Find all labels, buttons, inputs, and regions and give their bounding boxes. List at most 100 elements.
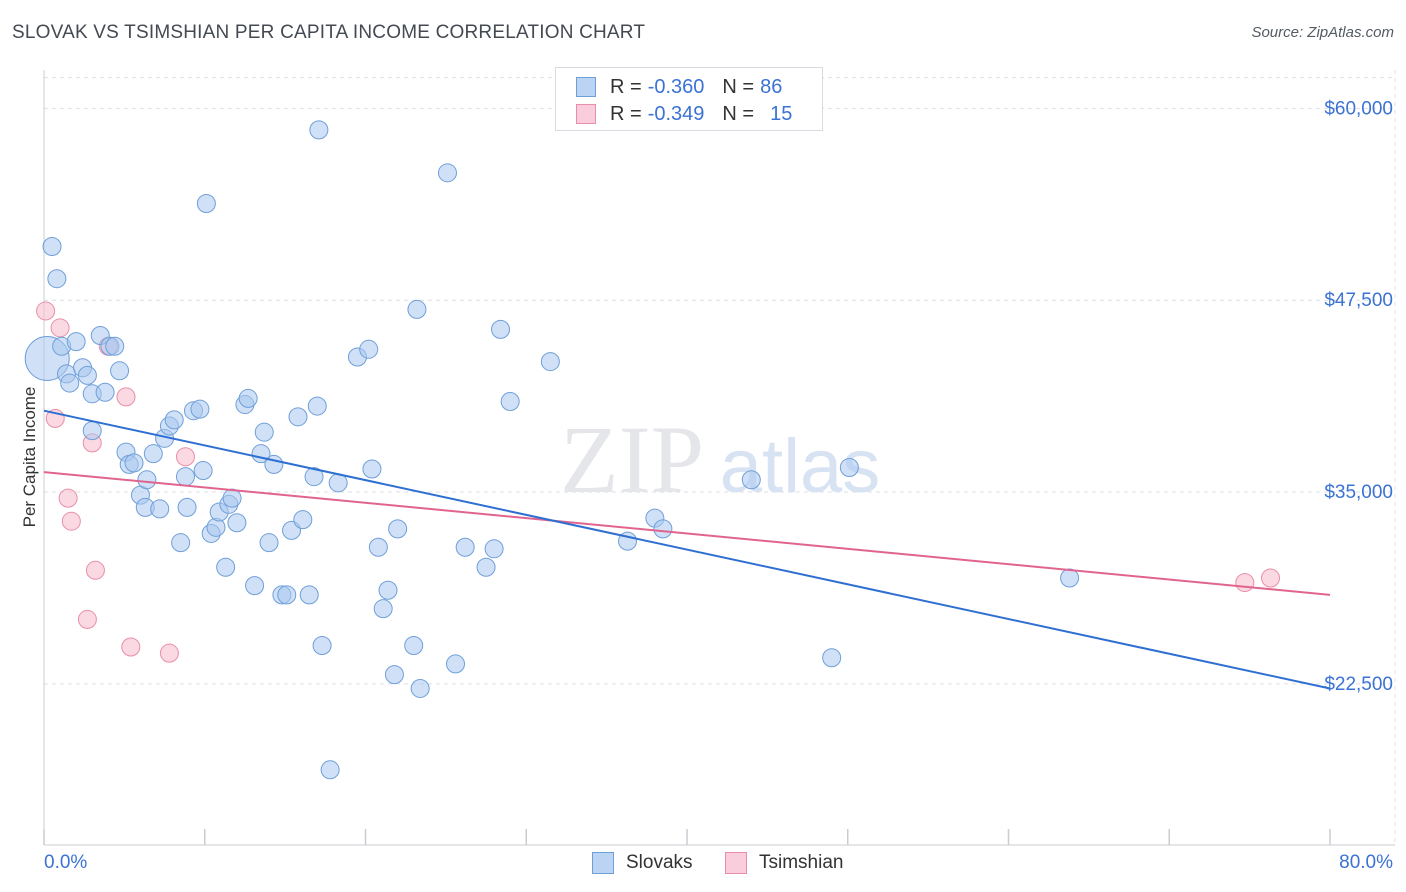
tsimshian-swatch [576, 104, 596, 124]
slovak-point [320, 760, 340, 780]
legend-item-tsimshian[interactable]: Tsimshian [725, 852, 843, 874]
slovak-point [653, 519, 673, 539]
y-tick-label: $35,000 [1324, 482, 1393, 503]
slovak-point [164, 410, 184, 430]
chart-title: SLOVAK VS TSIMSHIAN PER CAPITA INCOME CO… [12, 22, 646, 43]
slovak-point [540, 352, 560, 372]
n-label: N = [722, 102, 755, 125]
slovak-point [384, 665, 404, 685]
slovak-point [500, 391, 520, 411]
slovaks-swatch [576, 77, 596, 97]
slovak-point [177, 497, 197, 517]
y-tick-label: $22,500 [1324, 674, 1393, 695]
slovak-point [312, 635, 332, 655]
tsimshian-legend-label: Tsimshian [759, 852, 844, 873]
x-tick-label-min: 0.0% [44, 852, 87, 873]
slovak-point [476, 557, 496, 577]
slovak-point [455, 537, 475, 557]
slovak-point [378, 580, 398, 600]
slovak-point [822, 648, 842, 668]
slovak-point [839, 457, 859, 477]
slovak-point [368, 537, 388, 557]
y-tick-label: $47,500 [1324, 290, 1393, 311]
tsimshian-point [36, 301, 56, 321]
slovak-point [299, 585, 319, 605]
slovak-point [373, 599, 393, 619]
tsimshian-point [58, 488, 78, 508]
slovak-point [362, 459, 382, 479]
slovak-point [277, 585, 297, 605]
slovak-point [95, 382, 115, 402]
slovak-point [216, 557, 236, 577]
tsimshian-point [175, 447, 195, 467]
slovak-point [359, 339, 379, 359]
tsimshian-point [61, 511, 81, 531]
slovak-point [484, 539, 504, 559]
r-value: -0.360 [647, 75, 705, 98]
tsimshian-point [1235, 573, 1255, 593]
slovaks-legend-swatch [592, 852, 614, 874]
slovak-point [245, 576, 265, 596]
slovak-point [288, 407, 308, 427]
slovak-point [254, 422, 274, 442]
slovak-point [42, 236, 62, 256]
axes [43, 70, 1395, 846]
slovak-point [437, 163, 457, 183]
slovak-point [491, 319, 511, 339]
slovak-point [227, 513, 247, 533]
slovak-point [293, 510, 313, 530]
correlation-legend: R = -0.360 N = 86 R = -0.349 N = 15 [555, 67, 823, 131]
slovak-point [1060, 568, 1080, 588]
tsimshian-point [159, 643, 179, 663]
slovak-point [150, 499, 170, 519]
slovak-point [190, 399, 210, 419]
tick-labels: $22,500 $35,000 $47,500 $60,000 0.0% 80.0% [44, 98, 1393, 873]
slovak-point [238, 388, 258, 408]
n-label: N = [722, 75, 755, 98]
slovak-points [24, 120, 1080, 780]
tsimshian-trendline [43, 471, 1331, 596]
slovak-point [137, 470, 157, 490]
legend-row-slovaks: R = -0.360 N = 86 [576, 76, 782, 98]
tsimshian-point [85, 560, 105, 580]
slovak-point [206, 517, 226, 537]
legend-item-slovaks[interactable]: Slovaks [592, 852, 693, 874]
source-label: Source: ZipAtlas.com [1251, 24, 1394, 41]
slovak-point [222, 488, 242, 508]
slovak-point [407, 299, 427, 319]
n-value: 86 [760, 75, 783, 98]
legend-row-tsimshian: R = -0.349 N = 15 [576, 103, 792, 125]
slovak-point [66, 332, 86, 352]
tsimshian-point [77, 609, 97, 629]
tsimshian-point [50, 318, 70, 338]
r-value: -0.349 [647, 102, 705, 125]
slovak-point [404, 635, 424, 655]
slovak-point [446, 654, 466, 674]
watermark-zip: ZIP [560, 406, 704, 513]
slovak-point [82, 421, 102, 441]
slovak-point [196, 194, 216, 214]
slovak-point [105, 336, 125, 356]
slovak-point [388, 519, 408, 539]
tsimshian-legend-swatch [725, 852, 747, 874]
slovak-point [124, 453, 144, 473]
slovaks-legend-label: Slovaks [626, 852, 693, 873]
slovaks-trendline [43, 409, 1331, 690]
slovak-point [193, 461, 213, 481]
tsimshian-point [116, 387, 136, 407]
slovak-point [741, 470, 761, 490]
slovak-point [110, 361, 130, 381]
slovak-point [309, 120, 329, 140]
tsimshian-point [121, 637, 141, 657]
slovak-point [171, 533, 191, 553]
n-value: 15 [770, 102, 793, 125]
slovak-point [410, 678, 430, 698]
slovak-point [175, 467, 195, 487]
y-tick-label: $60,000 [1324, 98, 1393, 119]
r-label: R = [610, 102, 642, 125]
x-tick-label-max: 80.0% [1339, 852, 1393, 873]
watermark: ZIP atlas [560, 406, 880, 513]
slovak-point [143, 444, 163, 464]
slovak-point [77, 365, 97, 385]
